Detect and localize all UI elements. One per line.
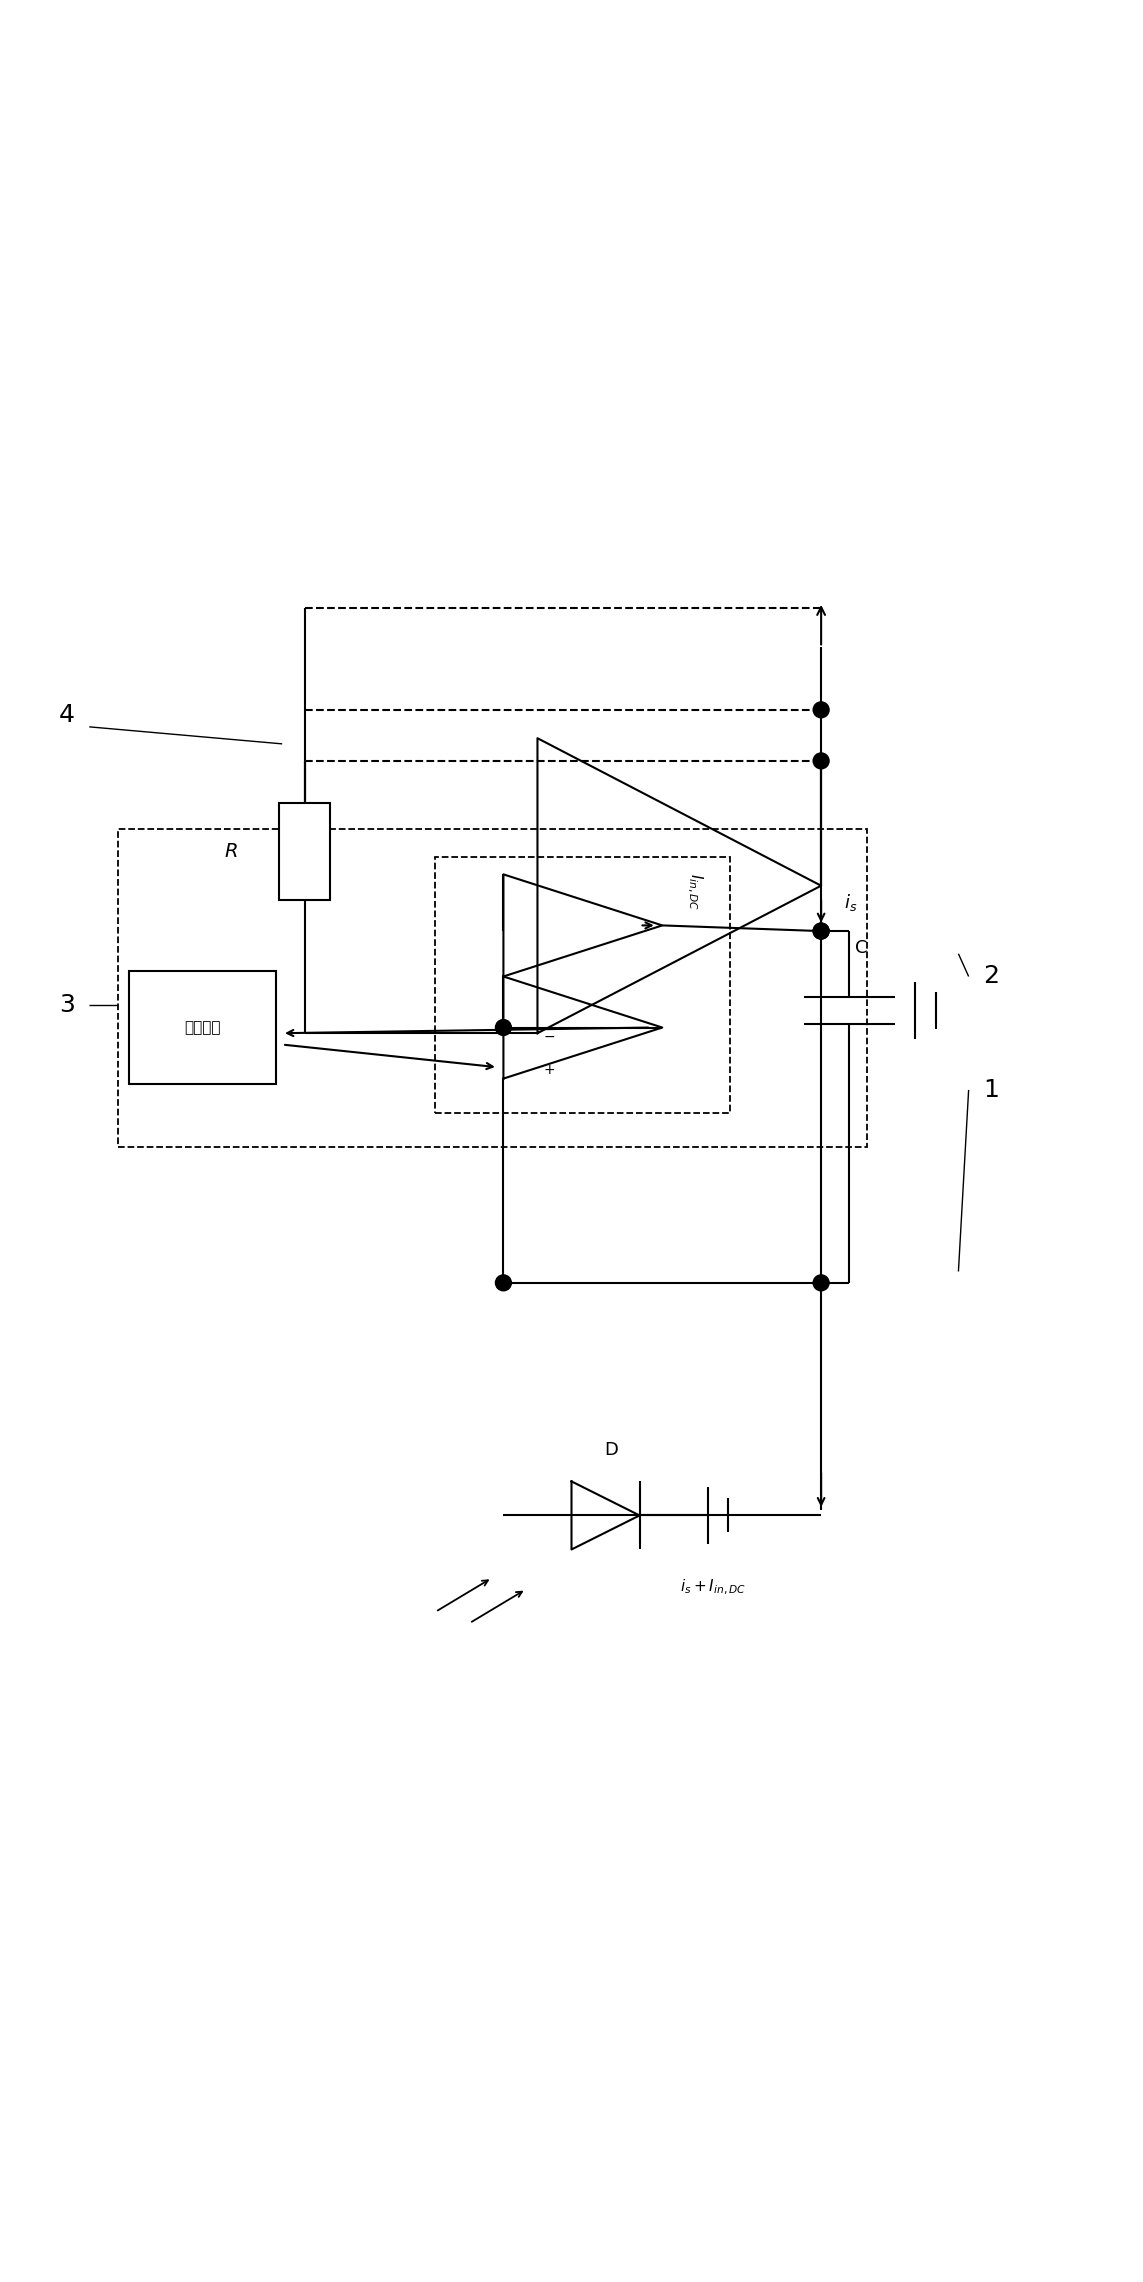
Text: $-$: $-$	[543, 1029, 554, 1043]
Text: D: D	[605, 1440, 618, 1458]
Text: 2: 2	[983, 965, 999, 988]
Circle shape	[495, 1276, 511, 1292]
Circle shape	[495, 1020, 511, 1036]
Text: $i_s + I_{in,DC}$: $i_s + I_{in,DC}$	[680, 1577, 746, 1597]
Text: 3: 3	[58, 993, 74, 1018]
FancyBboxPatch shape	[279, 803, 330, 899]
Circle shape	[813, 753, 829, 769]
Text: R: R	[224, 842, 238, 860]
Text: C: C	[855, 940, 868, 956]
Circle shape	[813, 1276, 829, 1292]
Text: 1: 1	[983, 1077, 999, 1102]
Text: $+$: $+$	[543, 1063, 554, 1077]
Text: 4: 4	[58, 703, 74, 728]
Text: $I_{in,DC}$: $I_{in,DC}$	[685, 872, 704, 911]
Circle shape	[813, 924, 829, 938]
Text: 补偿电路: 补偿电路	[184, 1020, 221, 1036]
FancyBboxPatch shape	[129, 970, 277, 1084]
Circle shape	[813, 703, 829, 719]
Circle shape	[813, 924, 829, 938]
Text: $i_s$: $i_s$	[844, 892, 857, 913]
